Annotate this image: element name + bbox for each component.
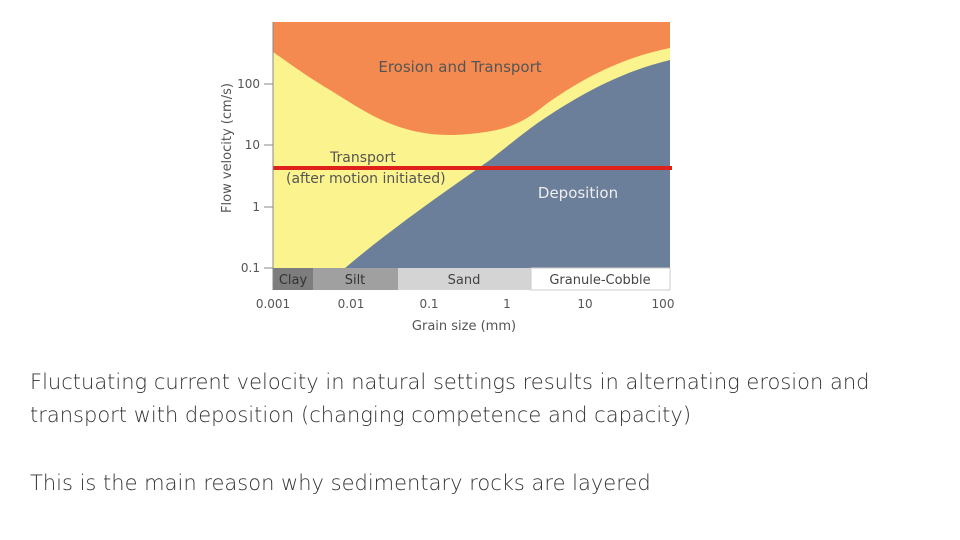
paragraph: Fluctuating current velocity in natural … xyxy=(30,370,870,427)
grain-class: Silt xyxy=(345,273,366,288)
deposition-region xyxy=(345,60,670,268)
grain-class: Granule-Cobble xyxy=(549,273,650,288)
y-tick: 1 xyxy=(252,200,260,214)
x-tick: 100 xyxy=(652,297,675,311)
x-ticks: 0.001 0.01 0.1 1 10 100 xyxy=(256,297,675,311)
diagram: 100 10 1 0.1 0.001 0.01 0.1 1 10 100 Flo… xyxy=(220,22,675,334)
region-label: (after motion initiated) xyxy=(286,171,446,187)
x-tick: 0.001 xyxy=(256,297,290,311)
x-tick: 0.1 xyxy=(419,297,438,311)
x-tick: 0.01 xyxy=(338,297,365,311)
clay-bar xyxy=(273,268,313,290)
y-tick-marks xyxy=(264,83,273,269)
y-tick: 10 xyxy=(245,138,260,152)
erosion-region xyxy=(273,22,670,136)
y-tick: 0.1 xyxy=(241,261,260,275)
region-label: Deposition xyxy=(538,184,618,202)
y-axis-label: Flow velocity (cm/s) xyxy=(220,83,235,213)
x-axis-label: Grain size (mm) xyxy=(412,319,516,334)
silt-bar xyxy=(313,268,398,290)
gravel-bar xyxy=(530,267,671,291)
grain-classes: Clay Silt Sand Granule-Cobble xyxy=(279,273,651,288)
grain-class: Sand xyxy=(448,273,481,288)
grain-class: Clay xyxy=(279,273,308,288)
sand-bar xyxy=(398,268,531,290)
y-ticks: 100 10 1 0.1 xyxy=(237,77,260,275)
y-tick: 100 xyxy=(237,77,260,91)
region-label: Erosion and Transport xyxy=(378,58,541,76)
x-tick: 10 xyxy=(577,297,592,311)
paragraph: This is the main reason why sedimentary … xyxy=(30,471,651,495)
x-tick: 1 xyxy=(503,297,511,311)
region-label: Transport xyxy=(329,150,396,166)
